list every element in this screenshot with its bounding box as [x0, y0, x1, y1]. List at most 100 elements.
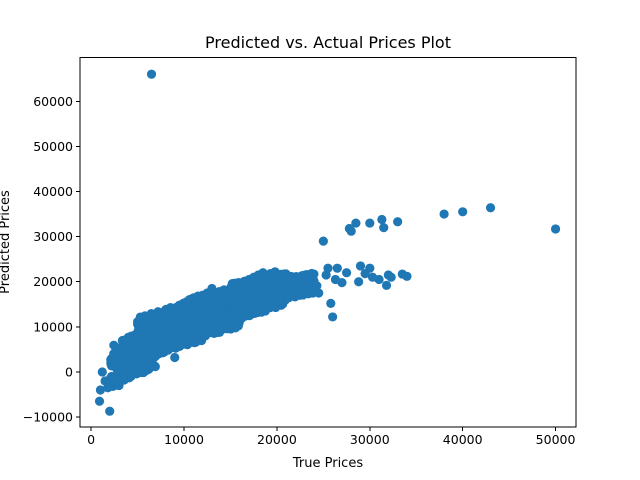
data-point [283, 271, 293, 281]
data-point [107, 354, 118, 364]
data-point [204, 326, 214, 336]
data-point [377, 214, 387, 225]
y-tick-label: 0 [65, 364, 73, 379]
data-point [332, 263, 342, 273]
data-point [123, 363, 133, 373]
data-point [326, 298, 336, 308]
x-tick-label: 10000 [164, 432, 204, 447]
data-point [210, 310, 220, 321]
y-tick-label: 30000 [33, 229, 73, 244]
y-tick-label: 20000 [33, 274, 73, 289]
data-point [381, 280, 392, 290]
y-tick-label: 40000 [33, 184, 73, 199]
data-point [295, 290, 305, 300]
data-point [276, 291, 287, 301]
y-axis-label: Predicted Prices [0, 190, 13, 294]
x-tick-label: 0 [87, 432, 95, 447]
data-point [328, 312, 338, 322]
data-point [134, 338, 145, 348]
x-tick-label: 20000 [257, 432, 297, 447]
data-point [293, 276, 303, 286]
data-point [258, 268, 268, 278]
data-point [269, 278, 279, 288]
data-point [223, 321, 233, 332]
data-point [117, 347, 127, 357]
data-point [255, 289, 265, 299]
data-point [355, 261, 366, 271]
data-point [284, 292, 294, 303]
x-tick-label: 40000 [443, 432, 483, 447]
data-point [119, 375, 129, 385]
x-tick-label: 50000 [536, 432, 576, 447]
data-point [224, 314, 234, 324]
data-point [165, 317, 175, 327]
data-point [207, 283, 217, 294]
data-point [374, 274, 384, 285]
data-point [439, 209, 449, 219]
data-point [323, 263, 333, 273]
data-point [176, 325, 186, 336]
y-tick-label: −10000 [23, 410, 73, 425]
y-axis: −10000 0 10000 20000 30000 40000 50000 60000 [23, 94, 80, 425]
data-point [147, 330, 158, 340]
chart-title: Predicted vs. Actual Prices Plot [205, 33, 451, 52]
data-point [235, 292, 245, 303]
data-point [181, 333, 191, 344]
data-point [190, 327, 200, 337]
data-point [103, 383, 113, 393]
data-point [312, 281, 322, 291]
data-point [227, 296, 237, 306]
data-point [109, 340, 119, 350]
data-point [244, 311, 255, 321]
data-point [241, 298, 251, 308]
data-point [402, 271, 412, 281]
data-point [365, 218, 375, 228]
data-point [393, 217, 403, 227]
data-point [318, 236, 328, 246]
data-point [175, 339, 185, 350]
data-point [550, 224, 561, 234]
data-point [210, 318, 220, 328]
data-point [242, 289, 252, 299]
data-point [290, 283, 301, 294]
y-tick-label: 50000 [33, 139, 73, 154]
y-tick-label: 10000 [33, 319, 73, 334]
data-point [95, 385, 106, 395]
plot-frame [79, 57, 577, 428]
data-point [458, 207, 468, 217]
data-point [213, 300, 223, 310]
y-tick-label: 60000 [33, 94, 73, 109]
data-point [185, 318, 195, 328]
data-point [237, 306, 248, 316]
data-point [94, 396, 105, 406]
data-point [365, 263, 375, 273]
data-point [379, 222, 389, 233]
data-point [314, 288, 324, 298]
data-point [346, 226, 356, 236]
data-point [198, 316, 209, 327]
x-tick-label: 30000 [350, 432, 390, 447]
data-point [302, 286, 313, 296]
data-point [257, 307, 267, 317]
data-point [97, 367, 107, 377]
data-point [337, 278, 347, 288]
data-point [136, 312, 146, 323]
data-points [94, 69, 561, 416]
data-point [152, 338, 162, 348]
data-point [191, 312, 201, 322]
data-point [341, 268, 352, 278]
data-point [205, 301, 215, 312]
data-point [351, 218, 361, 228]
data-point [354, 277, 364, 287]
data-point [146, 69, 157, 79]
x-axis: 0 10000 20000 30000 40000 50000 [87, 427, 575, 447]
x-axis-label: True Prices [292, 456, 363, 471]
data-point [138, 367, 149, 378]
data-point [105, 406, 115, 416]
data-point [485, 203, 496, 213]
data-point [270, 267, 280, 277]
data-point [263, 300, 273, 310]
data-point [167, 333, 177, 343]
